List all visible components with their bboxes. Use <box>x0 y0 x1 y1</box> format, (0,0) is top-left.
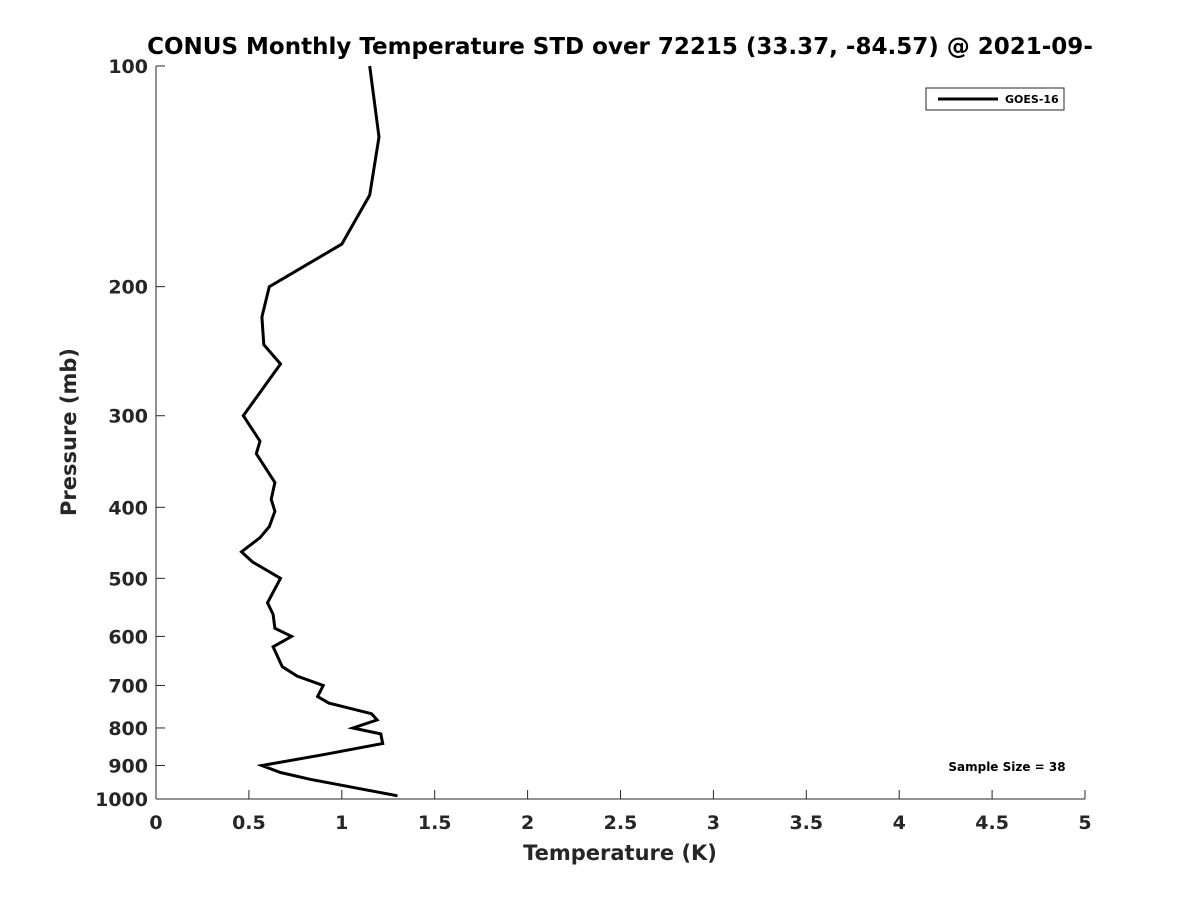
y-tick-label: 800 <box>108 718 148 740</box>
x-axis-ticks: 0 0.5 1 1.5 2 2.5 3 3.5 4 4.5 5 <box>149 790 1092 834</box>
y-tick-label: 300 <box>108 406 148 428</box>
y-tick-label: 600 <box>108 626 148 648</box>
x-tick-label: 3 <box>707 812 720 834</box>
y-tick-label: 400 <box>108 497 148 519</box>
x-tick-label: 2 <box>521 812 534 834</box>
x-tick-label: 0 <box>149 812 162 834</box>
y-axis-label: Pressure (mb) <box>57 348 81 516</box>
x-tick-label: 1.5 <box>418 812 452 834</box>
y-tick-label: 200 <box>108 277 148 299</box>
sample-size-annotation: Sample Size = 38 <box>948 760 1065 774</box>
y-tick-label: 700 <box>108 675 148 697</box>
y-tick-label: 100 <box>108 56 148 78</box>
x-tick-label: 0.5 <box>232 812 266 834</box>
y-tick-label: 500 <box>108 568 148 590</box>
x-axis-label: Temperature (K) <box>523 841 717 865</box>
y-tick-label: 900 <box>108 755 148 777</box>
x-tick-label: 1 <box>335 812 348 834</box>
x-tick-label: 5 <box>1078 812 1091 834</box>
legend: GOES-16 <box>925 87 1065 111</box>
series-layer <box>239 65 398 798</box>
legend-label: GOES-16 <box>1005 93 1059 106</box>
x-tick-label: 2.5 <box>604 812 638 834</box>
x-tick-label: 4 <box>893 812 906 834</box>
chart-title: CONUS Monthly Temperature STD over 72215… <box>147 34 1093 60</box>
x-tick-label: 4.5 <box>975 812 1009 834</box>
series-line-goes-16 <box>239 65 398 798</box>
x-tick-label: 3.5 <box>789 812 823 834</box>
plot-area: 0 0.5 1 1.5 2 2.5 3 3.5 4 4.5 5 100 200 300 400 500 600… <box>95 56 1092 834</box>
y-tick-label: 1000 <box>95 789 148 811</box>
y-axis-ticks: 100 200 300 400 500 600 700 800 900 1000 <box>95 56 165 811</box>
